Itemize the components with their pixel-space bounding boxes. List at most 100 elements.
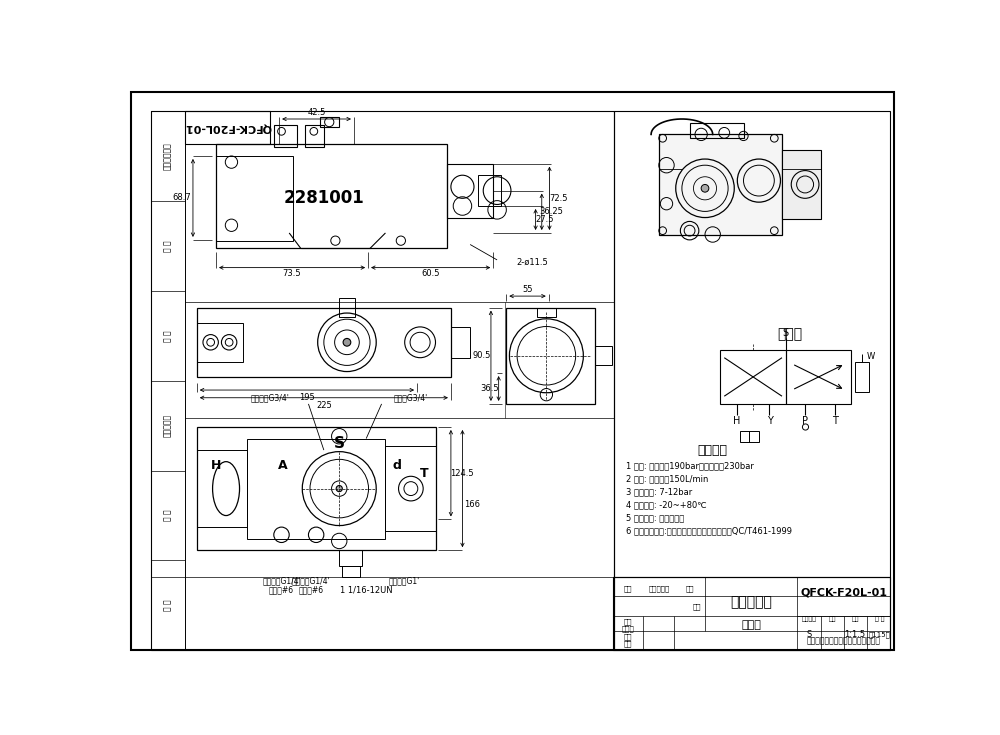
Text: 共 页: 共 页: [875, 617, 885, 623]
Bar: [478, 175, 501, 206]
Bar: [740, 431, 759, 442]
Text: 比例: 比例: [851, 617, 859, 623]
Bar: [447, 164, 493, 218]
Bar: [506, 308, 595, 404]
Text: 5 工作介质: 抗磨液压油: 5 工作介质: 抗磨液压油: [626, 513, 685, 523]
Bar: [274, 125, 297, 147]
Bar: [247, 439, 385, 539]
Bar: [786, 350, 851, 404]
Text: 更改文件号: 更改文件号: [648, 585, 669, 592]
Bar: [305, 125, 324, 147]
Text: P: P: [802, 416, 808, 426]
Circle shape: [701, 184, 709, 192]
Text: 1:1.5: 1:1.5: [845, 631, 866, 639]
Text: T: T: [420, 467, 428, 480]
Text: 2-ø11.5: 2-ø11.5: [516, 258, 548, 267]
Text: 3 控制气压: 7-12bar: 3 控制气压: 7-12bar: [626, 487, 693, 496]
Text: 重量: 重量: [828, 617, 836, 623]
Bar: [197, 450, 247, 527]
Bar: [185, 111, 270, 143]
Text: 校 准: 校 准: [163, 330, 172, 342]
Text: 225: 225: [316, 401, 332, 410]
Circle shape: [336, 486, 342, 492]
Text: 日期: 日期: [693, 603, 702, 610]
Text: S: S: [806, 631, 812, 639]
Text: T: T: [832, 416, 838, 426]
Text: 原理图: 原理图: [777, 328, 802, 342]
Text: H: H: [733, 416, 740, 426]
Text: 图样标记: 图样标记: [801, 617, 816, 623]
Bar: [151, 111, 185, 650]
Bar: [595, 346, 612, 365]
Text: 4 工作温度: -20~+80℃: 4 工作温度: -20~+80℃: [626, 501, 707, 509]
Text: 批注: 批注: [624, 585, 632, 592]
Text: 90.5: 90.5: [473, 351, 491, 360]
Text: 技术参数: 技术参数: [698, 444, 728, 456]
Bar: [613, 577, 890, 650]
Text: 排气孔#6: 排气孔#6: [269, 586, 294, 595]
Text: 签 字: 签 字: [163, 510, 172, 521]
Bar: [690, 123, 744, 138]
Bar: [216, 144, 447, 248]
Text: QFCK-F20L-01: QFCK-F20L-01: [800, 587, 887, 598]
Text: 管通用件登记: 管通用件登记: [163, 143, 172, 170]
Text: 回路油口G1': 回路油口G1': [389, 576, 420, 586]
Text: 36.25: 36.25: [539, 207, 563, 216]
Text: 描 图: 描 图: [163, 240, 172, 252]
Bar: [197, 323, 243, 362]
Text: 第115页: 第115页: [869, 631, 891, 638]
Text: 124.5: 124.5: [450, 469, 473, 478]
Text: 68.7: 68.7: [172, 193, 191, 202]
Text: 55: 55: [522, 284, 533, 294]
Bar: [320, 118, 339, 126]
Bar: [659, 135, 782, 234]
Text: 2281001: 2281001: [283, 190, 364, 207]
Bar: [339, 298, 355, 308]
Text: 签字: 签字: [685, 585, 694, 592]
Text: S: S: [783, 328, 789, 338]
Text: 设计: 设计: [624, 640, 632, 647]
Text: d: d: [393, 459, 401, 472]
Bar: [197, 308, 451, 377]
Text: 1 1/16-12UN: 1 1/16-12UN: [340, 586, 393, 595]
Bar: [537, 308, 556, 317]
Bar: [339, 308, 355, 317]
Text: 审核: 审核: [624, 633, 632, 639]
Bar: [342, 566, 360, 577]
Text: 195: 195: [299, 393, 315, 402]
Text: 日 期: 日 期: [163, 600, 172, 612]
Text: 排气孔口G1/4': 排气孔口G1/4': [262, 576, 301, 586]
Text: 36.5: 36.5: [480, 384, 499, 393]
Text: W: W: [866, 351, 875, 361]
Text: 73.5: 73.5: [283, 269, 301, 279]
Text: 72.5: 72.5: [549, 194, 568, 203]
Text: 2 流量: 最大流量150L/min: 2 流量: 最大流量150L/min: [626, 474, 709, 483]
Text: 42.5: 42.5: [307, 108, 326, 118]
Bar: [216, 156, 293, 240]
Text: 1 压力: 额定压力190bar，最大压力230bar: 1 压力: 额定压力190bar，最大压力230bar: [626, 461, 754, 470]
Bar: [385, 446, 436, 531]
Text: 标准化: 标准化: [622, 625, 634, 632]
Bar: [451, 327, 470, 358]
Bar: [197, 427, 436, 551]
Text: 组合件: 组合件: [741, 620, 761, 630]
Text: H: H: [211, 459, 221, 472]
Text: S: S: [334, 437, 345, 451]
Text: 回油油口G3/4': 回油油口G3/4': [251, 393, 289, 402]
Circle shape: [343, 338, 351, 346]
Bar: [782, 150, 820, 219]
Bar: [855, 362, 869, 392]
Text: 漏气孔#6: 漏气孔#6: [298, 586, 323, 595]
Text: 标底图总号: 标底图总号: [163, 414, 172, 437]
Text: 泄油口G3/4': 泄油口G3/4': [393, 393, 427, 402]
Bar: [339, 551, 362, 566]
Text: 常州市武进安邦液压件制造有限公司: 常州市武进安邦液压件制造有限公司: [807, 637, 881, 645]
Text: Y: Y: [767, 416, 772, 426]
Text: 漏气孔口G1/4': 漏气孔口G1/4': [291, 576, 330, 586]
Text: A: A: [278, 459, 288, 472]
Text: 液压换向阀: 液压换向阀: [730, 595, 772, 609]
Text: 27.5: 27.5: [536, 215, 554, 224]
Text: 60.5: 60.5: [421, 269, 440, 279]
Text: 6 产品执行标准:《自卸汽车换向阀技术条件》QC/T461-1999: 6 产品执行标准:《自卸汽车换向阀技术条件》QC/T461-1999: [626, 526, 792, 536]
Bar: [720, 350, 786, 404]
